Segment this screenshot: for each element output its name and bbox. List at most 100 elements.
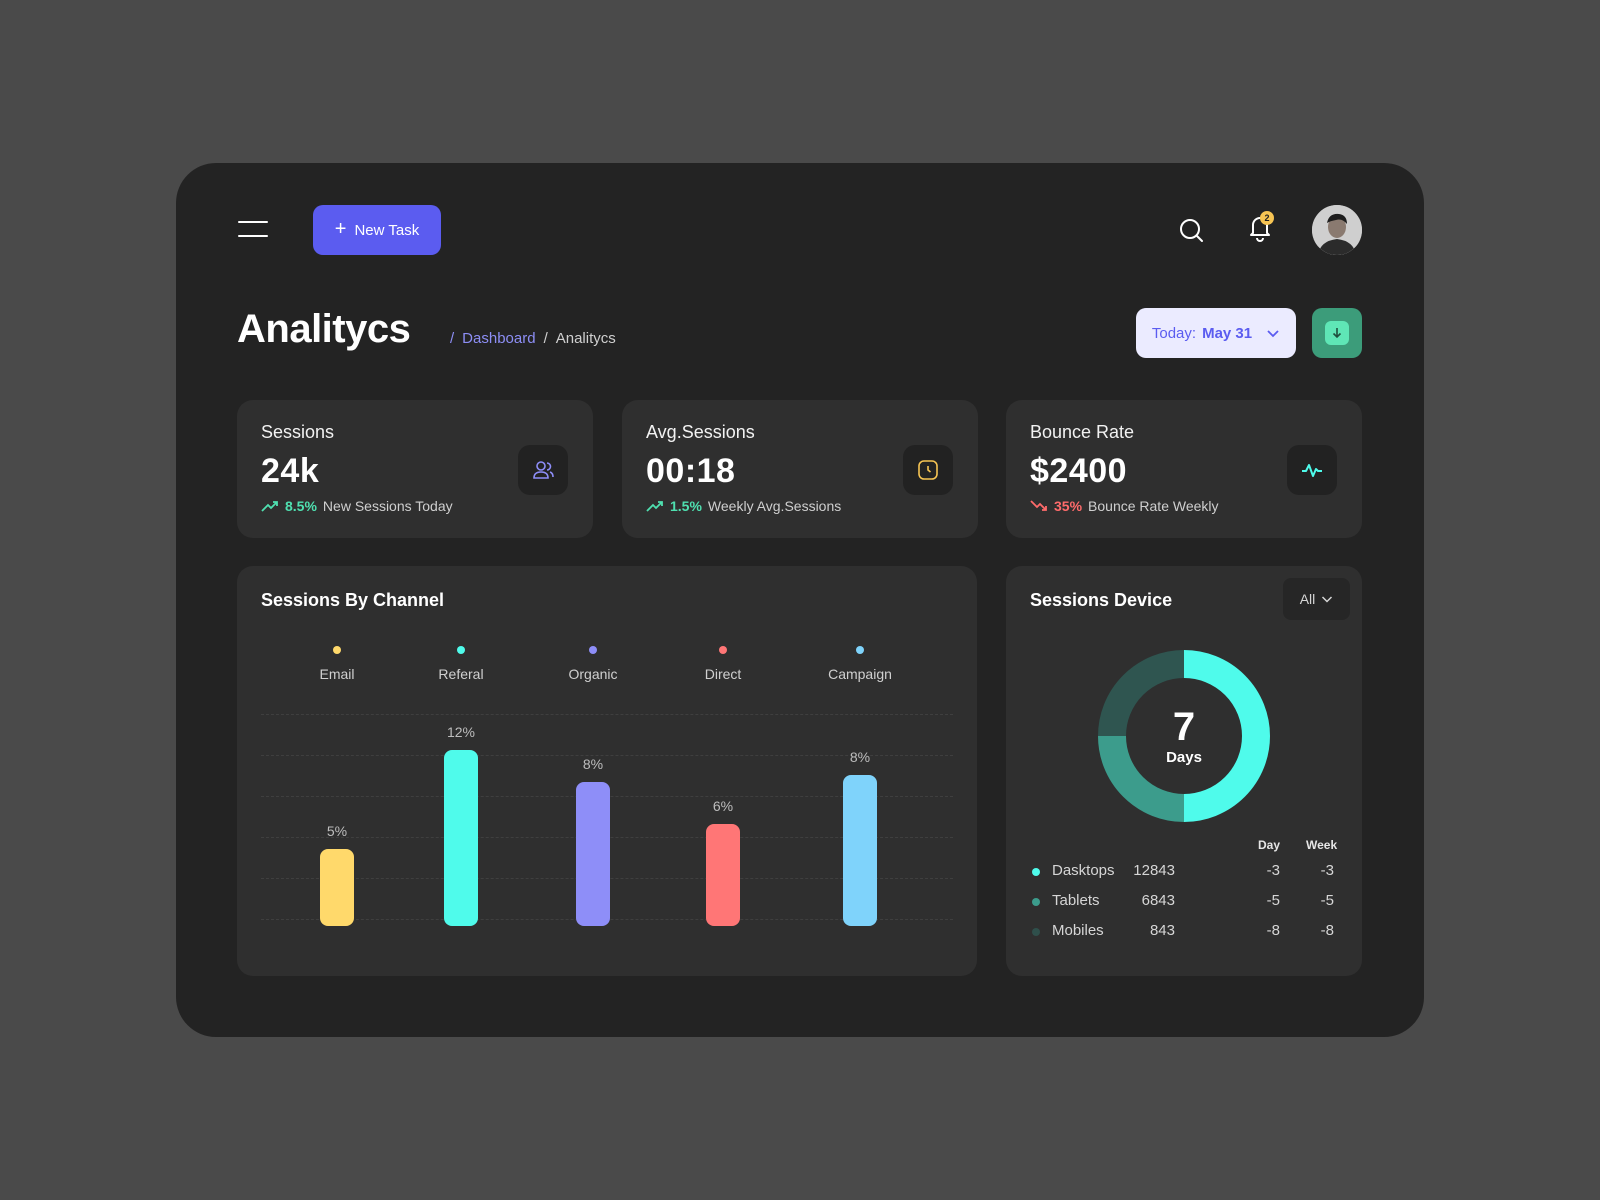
bar-campaign[interactable] (843, 775, 877, 926)
legend-dot (589, 646, 597, 654)
donut-segment[interactable] (1183, 650, 1270, 822)
bar-value-label: 12% (446, 724, 476, 740)
device-row-tablets: Tablets 6843 -5 -5 (1030, 892, 1340, 912)
grid-line (261, 755, 953, 756)
stat-trend: 35% Bounce Rate Weekly (1030, 498, 1219, 514)
legend-label: Organic (568, 666, 618, 682)
legend-item: Referal (411, 646, 511, 682)
new-task-button[interactable]: + New Task (313, 205, 441, 255)
device-day-change: -8 (1266, 922, 1280, 939)
legend-item: Organic (543, 646, 643, 682)
date-filter-prefix: Today: (1151, 324, 1197, 342)
date-filter-dropdown[interactable]: Today: May 31 (1136, 308, 1296, 358)
legend-item: Email (287, 646, 387, 682)
device-dot (1032, 868, 1040, 876)
device-filter-value: All (1299, 591, 1316, 607)
device-week-change: -5 (1320, 892, 1334, 909)
device-count: 6843 (1141, 892, 1175, 909)
legend-dot (333, 646, 341, 654)
stat-trend: 1.5% Weekly Avg.Sessions (646, 498, 841, 514)
stat-label: Bounce Rate (1030, 422, 1135, 442)
stat-icon-box (1287, 445, 1337, 495)
stat-change: 1.5% (670, 498, 702, 514)
bar-referal[interactable] (444, 750, 478, 926)
bar-email[interactable] (320, 849, 354, 926)
chart-title: Sessions By Channel (261, 590, 445, 610)
bar-value-label: 8% (849, 749, 871, 765)
stat-caption: New Sessions Today (322, 498, 453, 514)
stat-value: 00:18 (646, 452, 736, 490)
device-dot (1032, 898, 1040, 906)
donut-ring (1098, 650, 1270, 822)
notifications-button[interactable]: 2 (1246, 211, 1274, 243)
device-count: 843 (1149, 922, 1175, 939)
sessions-donut: 7 Days (1098, 650, 1270, 822)
stat-caption: Weekly Avg.Sessions (707, 498, 842, 514)
device-card-title: Sessions Device (1030, 590, 1173, 610)
device-name: Dasktops (1052, 862, 1115, 879)
stat-icon-box (903, 445, 953, 495)
users-icon (533, 461, 554, 479)
breadcrumb: / Dashboard / Analitycs (450, 330, 616, 347)
trend-up-icon (261, 501, 278, 512)
column-header-day: Day (1258, 838, 1281, 852)
legend-label: Campaign (828, 666, 892, 682)
device-day-change: -5 (1266, 892, 1280, 909)
bar-value-label: 8% (582, 756, 604, 772)
avatar[interactable] (1312, 205, 1362, 255)
donut-center-value: 7 (1172, 704, 1196, 749)
stat-card-sessions: Sessions 24k 8.5% New Sessions Today (237, 400, 593, 538)
legend-item: Campaign (810, 646, 910, 682)
device-day-change: -3 (1266, 862, 1280, 879)
chevron-down-icon (1267, 330, 1279, 338)
device-name: Mobiles (1052, 922, 1104, 939)
trend-down-icon (1030, 500, 1047, 511)
legend-item: Direct (673, 646, 773, 682)
clock-icon (918, 460, 938, 480)
device-week-change: -3 (1320, 862, 1334, 879)
donut-segment[interactable] (1098, 735, 1185, 822)
search-icon[interactable] (1178, 217, 1204, 243)
page-title: Analitycs (237, 307, 411, 351)
device-count: 12843 (1133, 862, 1175, 879)
trend-up-icon (646, 501, 663, 512)
stat-change: 35% (1054, 498, 1083, 514)
bar-direct[interactable] (706, 824, 740, 926)
sessions-device-card: Sessions Device All 7 Days Day Week Dask… (1006, 566, 1362, 976)
donut-segment[interactable] (1098, 650, 1185, 737)
device-row-mobiles: Mobiles 843 -8 -8 (1030, 922, 1340, 942)
download-icon (1332, 328, 1342, 339)
stat-value: 24k (261, 452, 320, 490)
chevron-down-icon (1322, 596, 1333, 603)
activity-icon (1302, 464, 1322, 477)
legend-dot (856, 646, 864, 654)
device-row-dasktops: Dasktops 12843 -3 -3 (1030, 862, 1340, 882)
date-filter-value: May 31 (1202, 324, 1253, 342)
stat-label: Sessions (261, 422, 335, 442)
device-week-change: -8 (1320, 922, 1334, 939)
grid-line (261, 714, 953, 715)
bar-organic[interactable] (576, 782, 610, 926)
legend-label: Email (319, 666, 355, 682)
hamburger-menu-icon[interactable] (238, 221, 268, 239)
breadcrumb-dashboard-link[interactable]: Dashboard (462, 330, 536, 347)
stat-trend: 8.5% New Sessions Today (261, 498, 453, 514)
legend-label: Direct (704, 666, 742, 682)
breadcrumb-separator: / (543, 330, 548, 347)
download-button[interactable] (1312, 308, 1362, 358)
dashboard-window: + New Task 2 Analitycs / Dashboard / Ana… (176, 163, 1424, 1037)
bar-value-label: 5% (326, 823, 348, 839)
plus-icon: + (334, 218, 347, 240)
breadcrumb-separator: / (450, 330, 455, 347)
stat-caption: Bounce Rate Weekly (1088, 498, 1219, 514)
stat-change: 8.5% (285, 498, 317, 514)
legend-label: Referal (438, 666, 484, 682)
donut-center-label: Days (1166, 748, 1202, 766)
legend-dot (457, 646, 465, 654)
notification-badge: 2 (1260, 211, 1274, 225)
device-filter-dropdown[interactable]: All (1283, 578, 1350, 620)
stat-label: Avg.Sessions (646, 422, 755, 442)
sessions-by-channel-chart: Sessions By Channel Email 5% Referal 12% Org… (237, 566, 977, 976)
breadcrumb-current: Analitycs (555, 330, 616, 347)
stat-card-bounce-rate: Bounce Rate $2400 35% Bounce Rate Weekly (1006, 400, 1362, 538)
